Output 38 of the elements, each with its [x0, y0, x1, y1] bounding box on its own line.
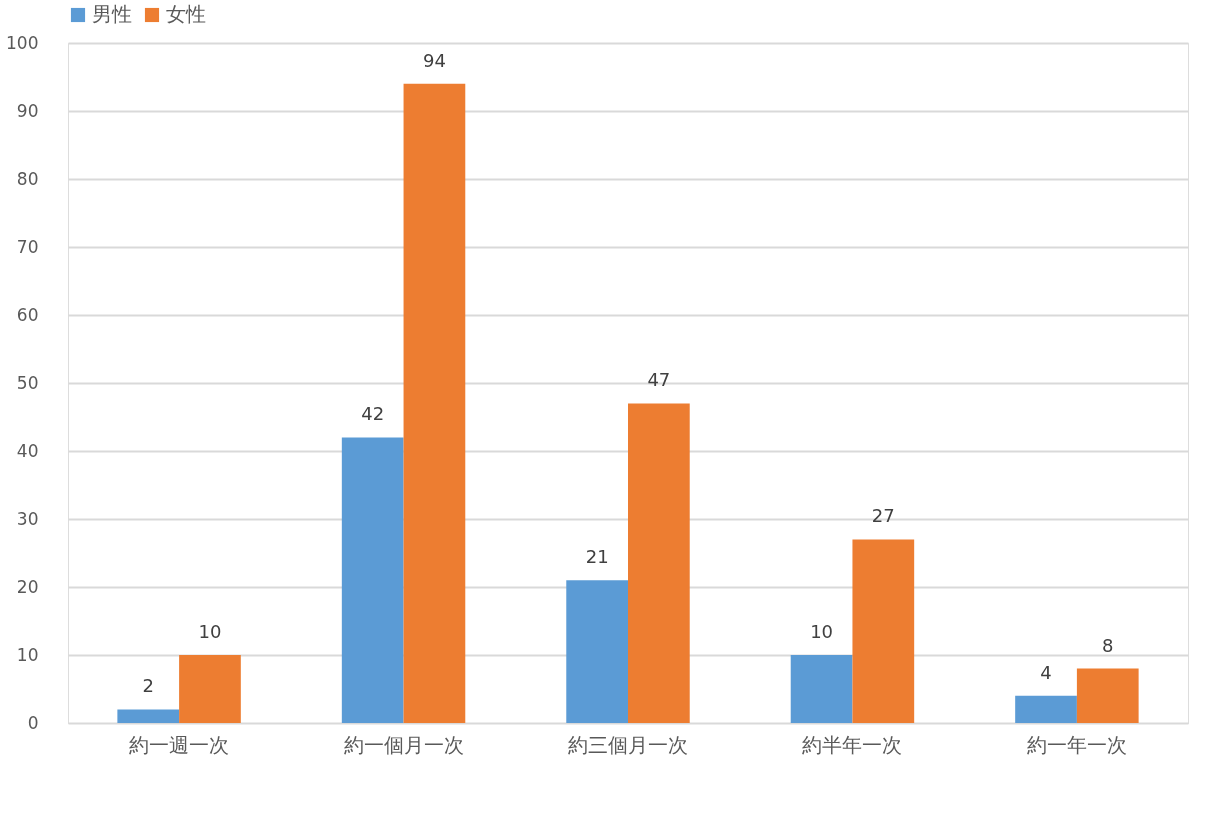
bar	[628, 403, 690, 723]
x-tick-label: 約一個月一次	[343, 732, 464, 757]
y-tick-label: 80	[16, 168, 39, 189]
data-label: 21	[585, 546, 609, 568]
y-tick-label: 90	[16, 100, 39, 121]
x-tick-label: 約一年一次	[1026, 732, 1127, 757]
data-label: 10	[810, 621, 834, 642]
data-label: 8	[1102, 634, 1114, 656]
y-tick-label: 10	[16, 644, 39, 665]
bar	[117, 709, 180, 723]
data-label: 94	[422, 49, 446, 71]
x-tick-label: 約一週一次	[129, 732, 230, 757]
bar	[1015, 695, 1077, 723]
y-tick-label: 30	[16, 508, 39, 529]
x-tick-label: 約半年一次	[802, 732, 903, 757]
data-label: 10	[198, 621, 222, 642]
bar	[403, 83, 466, 723]
data-label: 27	[871, 505, 895, 527]
y-tick-label: 0	[27, 712, 39, 733]
y-tick-label: 100	[6, 32, 39, 53]
bar	[566, 580, 628, 723]
bar	[341, 437, 404, 723]
x-tick-label: 約三個月一次	[568, 732, 688, 757]
bar	[790, 655, 853, 723]
data-label: 2	[142, 675, 154, 697]
data-label: 47	[647, 369, 671, 391]
y-tick-label: 20	[16, 576, 39, 597]
legend-label: 男性	[92, 2, 132, 26]
y-tick-label: 40	[16, 440, 39, 461]
bar	[1076, 668, 1139, 723]
data-label: 42	[361, 403, 385, 425]
y-tick-label: 50	[16, 372, 39, 393]
y-tick-label: 60	[16, 304, 39, 325]
bar	[852, 539, 915, 723]
bar	[179, 655, 241, 723]
data-label: 4	[1040, 661, 1052, 683]
y-tick-label: 70	[16, 236, 39, 257]
legend-label: 女性	[166, 2, 206, 26]
